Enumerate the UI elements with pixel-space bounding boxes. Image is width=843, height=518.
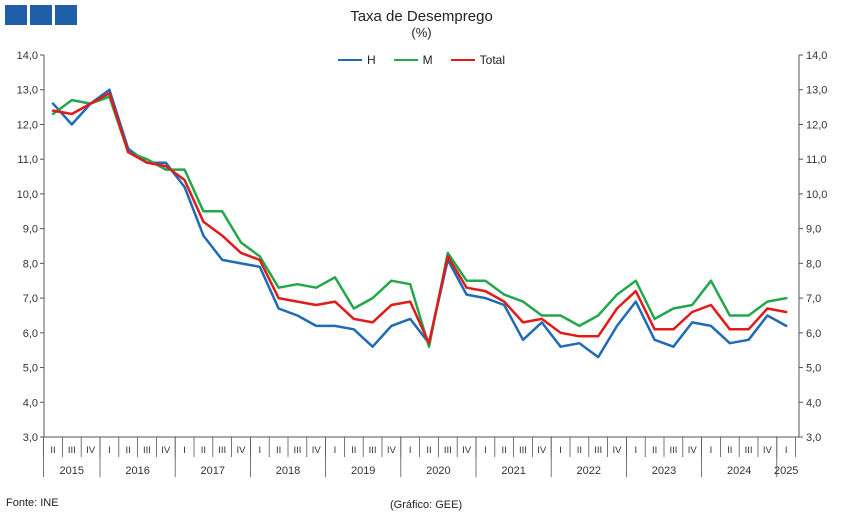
y-tick-label-right: 9,0 bbox=[806, 224, 821, 236]
x-quarter-label: III bbox=[68, 445, 76, 456]
legend-item-total: Total bbox=[450, 53, 506, 67]
chart-subtitle: (%) bbox=[411, 25, 432, 40]
y-tick-label-left: 12,0 bbox=[17, 119, 38, 131]
legend-line-total bbox=[450, 59, 475, 61]
x-quarter-label: II bbox=[502, 445, 507, 456]
x-quarter-label: IV bbox=[387, 445, 397, 456]
x-quarter-label: III bbox=[745, 445, 753, 456]
x-quarter-label: III bbox=[594, 445, 602, 456]
x-year-label: 2017 bbox=[201, 465, 225, 477]
x-quarter-label: II bbox=[276, 445, 281, 456]
x-quarter-label: I bbox=[334, 445, 337, 456]
y-tick-label-right: 6,0 bbox=[806, 328, 821, 340]
legend-line-m bbox=[393, 59, 418, 61]
x-quarter-label: III bbox=[369, 445, 377, 456]
x-quarter-label: III bbox=[143, 445, 151, 456]
y-tick-label-right: 11,0 bbox=[806, 154, 827, 166]
x-quarter-label: II bbox=[201, 445, 206, 456]
x-quarter-label: I bbox=[634, 445, 637, 456]
x-quarter-label: II bbox=[577, 445, 582, 456]
x-quarter-label: III bbox=[444, 445, 452, 456]
y-tick-label-left: 6,0 bbox=[23, 328, 38, 340]
x-quarter-label: III bbox=[669, 445, 677, 456]
chart-title: Taxa de Desemprego bbox=[350, 8, 493, 25]
x-quarter-label: II bbox=[126, 445, 131, 456]
x-quarter-label: IV bbox=[161, 445, 171, 456]
x-quarter-label: II bbox=[727, 445, 732, 456]
x-quarter-label: IV bbox=[537, 445, 547, 456]
chart-credit: (Gráfico: GEE) bbox=[390, 499, 463, 511]
legend: H M Total bbox=[0, 53, 843, 67]
x-quarter-label: IV bbox=[688, 445, 698, 456]
y-tick-label-right: 13,0 bbox=[806, 85, 827, 97]
x-quarter-label: I bbox=[409, 445, 412, 456]
legend-label-total: Total bbox=[479, 53, 506, 67]
x-year-label: 2022 bbox=[577, 465, 601, 477]
x-quarter-label: II bbox=[426, 445, 431, 456]
x-quarter-label: I bbox=[785, 445, 788, 456]
x-quarter-label: II bbox=[50, 445, 55, 456]
x-year-label: 2020 bbox=[426, 465, 450, 477]
x-quarter-label: II bbox=[351, 445, 356, 456]
logo-block-1 bbox=[5, 5, 27, 25]
x-quarter-label: IV bbox=[613, 445, 623, 456]
x-quarter-label: I bbox=[183, 445, 186, 456]
x-year-label: 2024 bbox=[727, 465, 751, 477]
y-tick-label-right: 4,0 bbox=[806, 397, 821, 409]
series-line-h bbox=[51, 88, 788, 359]
y-tick-label-left: 3,0 bbox=[23, 432, 38, 444]
x-year-label: 2019 bbox=[351, 465, 375, 477]
legend-item-m: M bbox=[393, 53, 433, 67]
y-tick-label-left: 5,0 bbox=[23, 363, 38, 375]
y-tick-label-right: 5,0 bbox=[806, 363, 821, 375]
x-quarter-label: IV bbox=[312, 445, 322, 456]
legend-item-h: H bbox=[337, 53, 376, 67]
y-tick-label-left: 11,0 bbox=[17, 154, 38, 166]
x-year-label: 2015 bbox=[60, 465, 84, 477]
y-tick-label-left: 4,0 bbox=[23, 397, 38, 409]
x-year-label: 2018 bbox=[276, 465, 300, 477]
legend-line-h bbox=[337, 59, 362, 61]
x-year-label: 2023 bbox=[652, 465, 676, 477]
y-tick-label-left: 9,0 bbox=[23, 224, 38, 236]
x-year-label: 2016 bbox=[125, 465, 149, 477]
series-line-m bbox=[51, 95, 788, 348]
x-year-label: 2025 bbox=[774, 465, 798, 477]
x-quarter-label: II bbox=[652, 445, 657, 456]
x-quarter-label: I bbox=[710, 445, 713, 456]
y-tick-label-left: 8,0 bbox=[23, 258, 38, 270]
y-tick-label-right: 7,0 bbox=[806, 293, 821, 305]
series-line-total bbox=[51, 91, 788, 345]
x-quarter-label: I bbox=[484, 445, 487, 456]
x-quarter-label: I bbox=[108, 445, 111, 456]
x-year-label: 2021 bbox=[501, 465, 525, 477]
y-tick-label-left: 14,0 bbox=[17, 50, 38, 62]
y-tick-label-left: 13,0 bbox=[17, 85, 38, 97]
legend-label-m: M bbox=[422, 53, 433, 67]
x-quarter-label: I bbox=[559, 445, 562, 456]
y-tick-label-right: 12,0 bbox=[806, 119, 827, 131]
logo-block-2 bbox=[30, 5, 52, 25]
y-tick-label-left: 10,0 bbox=[17, 189, 38, 201]
x-quarter-label: III bbox=[519, 445, 527, 456]
x-quarter-label: IV bbox=[462, 445, 472, 456]
y-tick-label-right: 10,0 bbox=[806, 189, 827, 201]
x-quarter-label: III bbox=[218, 445, 226, 456]
y-tick-label-right: 3,0 bbox=[806, 432, 821, 444]
y-tick-label-right: 8,0 bbox=[806, 258, 821, 270]
x-quarter-label: IV bbox=[763, 445, 773, 456]
x-quarter-label: IV bbox=[237, 445, 247, 456]
x-quarter-label: III bbox=[293, 445, 301, 456]
y-tick-label-right: 14,0 bbox=[806, 50, 827, 62]
logo-block-3 bbox=[55, 5, 77, 25]
legend-label-h: H bbox=[366, 53, 376, 67]
x-quarter-label: IV bbox=[86, 445, 96, 456]
source-note: Fonte: INE bbox=[6, 497, 59, 509]
y-tick-label-left: 7,0 bbox=[23, 293, 38, 305]
x-quarter-label: I bbox=[258, 445, 261, 456]
